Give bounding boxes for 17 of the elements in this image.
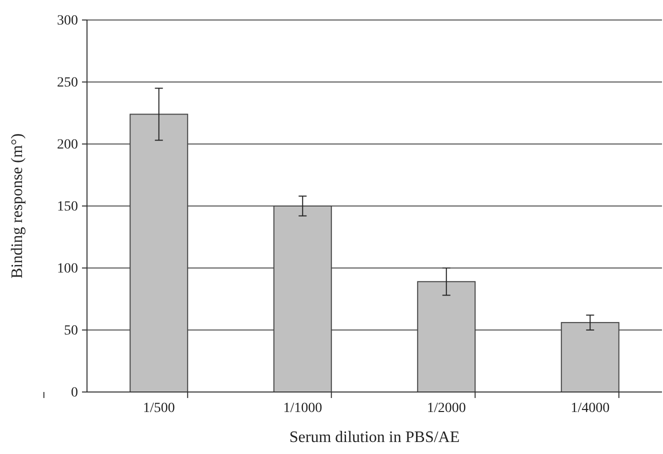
bar xyxy=(560,322,620,392)
x-tick-label: 1/500 xyxy=(142,400,175,416)
x-axis-title: Serum dilution in PBS/AE xyxy=(289,429,460,446)
y-axis-title: Binding response (m°) xyxy=(9,133,26,279)
y-tick-label: 200 xyxy=(57,137,78,152)
y-tick-label: 100 xyxy=(57,261,78,276)
y-tick-label: 50 xyxy=(64,323,78,338)
y-tick-label: 250 xyxy=(57,75,78,90)
bar xyxy=(273,206,332,392)
y-tick-label: 0 xyxy=(71,385,78,400)
x-tick-label: 1/4000 xyxy=(570,400,610,416)
y-tick-label: 300 xyxy=(57,13,78,28)
x-tick-label: 1/2000 xyxy=(426,400,466,416)
bar xyxy=(130,114,188,392)
x-tick-label: 1/1000 xyxy=(283,400,322,416)
bar xyxy=(417,281,476,392)
y-tick-label: 150 xyxy=(57,199,78,214)
